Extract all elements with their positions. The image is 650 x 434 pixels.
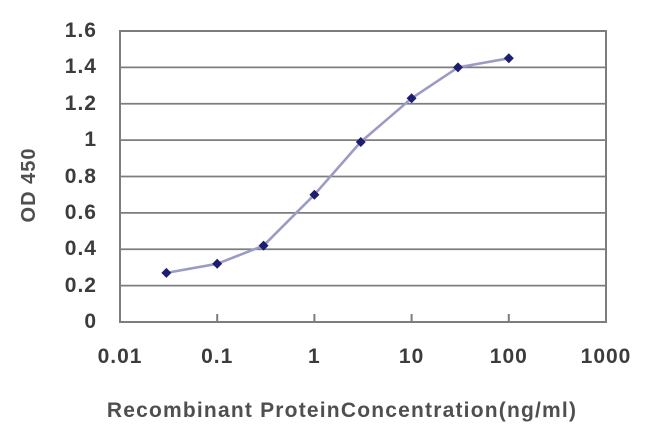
y-tick-label: 1.2 [64, 91, 97, 115]
y-tick-label: 0.4 [64, 237, 97, 261]
x-tick-label: 0.01 [97, 345, 143, 368]
y-tick-label: 0.2 [64, 273, 97, 297]
y-tick-label: 1.6 [64, 19, 97, 42]
x-tick-label: 10 [398, 345, 425, 368]
plot-border [119, 30, 607, 323]
data-point-marker [212, 258, 223, 269]
data-point-marker [452, 62, 463, 73]
data-point-marker [355, 136, 366, 147]
data-point-marker [309, 189, 320, 200]
x-tick-label: 0.1 [201, 345, 234, 368]
y-tick-label: 1 [84, 128, 97, 152]
data-point-marker [161, 267, 172, 278]
series-line [166, 57, 510, 275]
y-tick-label: 0 [84, 310, 97, 333]
x-tick-label: 100 [489, 345, 528, 368]
y-tick-label: 0.8 [64, 164, 97, 188]
data-point-marker [503, 53, 514, 64]
data-point-marker [258, 240, 269, 251]
y-tick-label: 1.4 [64, 55, 97, 79]
x-axis-title: Recombinant ProteinConcentration(ng/ml) [106, 399, 578, 422]
x-tick-label: 1 [308, 345, 321, 368]
y-tick-label: 0.6 [64, 200, 97, 224]
x-tick-label: 1000 [580, 345, 632, 368]
data-point-marker [406, 93, 417, 104]
